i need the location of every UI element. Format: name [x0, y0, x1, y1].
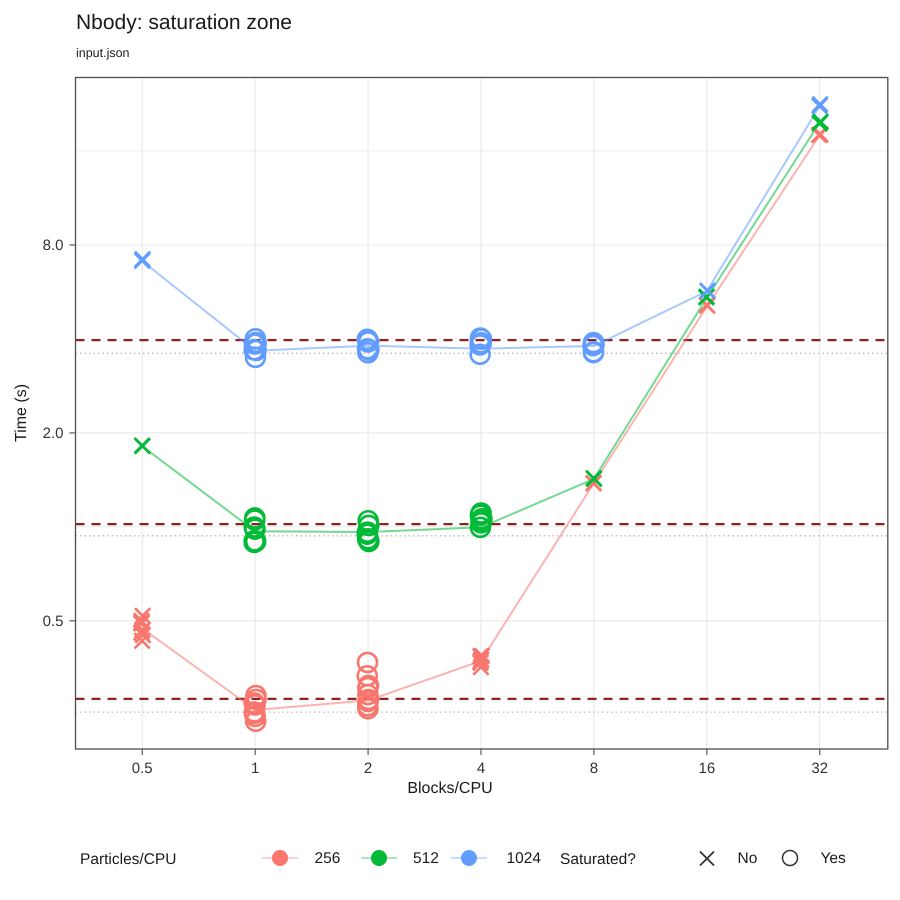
svg-text:Saturated?: Saturated? [560, 851, 636, 868]
svg-text:1024: 1024 [507, 850, 542, 867]
svg-text:512: 512 [413, 850, 439, 867]
svg-text:Particles/CPU: Particles/CPU [80, 851, 176, 868]
svg-text:No: No [738, 850, 758, 867]
svg-text:Yes: Yes [821, 850, 847, 867]
svg-text:256: 256 [315, 850, 341, 867]
